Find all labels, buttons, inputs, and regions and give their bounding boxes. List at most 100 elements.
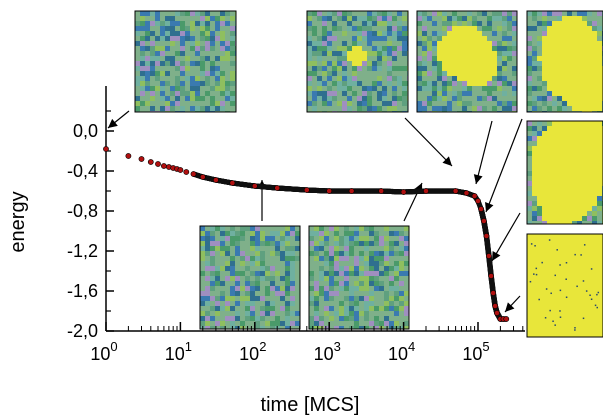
- inset-cell: [170, 41, 175, 46]
- inset-cell: [457, 46, 462, 51]
- inset-cell: [314, 306, 319, 311]
- inset-cell: [592, 314, 597, 319]
- inset-cell: [597, 26, 602, 31]
- inset-cell: [327, 31, 332, 36]
- inset-cell: [587, 91, 592, 96]
- inset-cell: [537, 41, 542, 46]
- inset-cell: [145, 61, 150, 66]
- inset-cell: [547, 26, 552, 31]
- inset-cell: [160, 51, 165, 56]
- inset-cell: [422, 81, 427, 86]
- inset-cell: [155, 11, 160, 16]
- inset-cell: [240, 231, 245, 236]
- inset-cell: [592, 201, 597, 206]
- inset-cell: [587, 186, 592, 191]
- inset-cell: [462, 91, 467, 96]
- inset-cell: [210, 71, 215, 76]
- inset-cell: [552, 196, 557, 201]
- inset-cell: [447, 21, 452, 26]
- inset-cell: [160, 91, 165, 96]
- inset-cell: [432, 56, 437, 61]
- inset-cell: [532, 324, 537, 329]
- inset-cell: [417, 16, 422, 21]
- inset-cell: [582, 36, 587, 41]
- inset-cell: [582, 176, 587, 181]
- inset-cell: [437, 71, 442, 76]
- inset-cell: [322, 66, 327, 71]
- inset-cell: [215, 71, 220, 76]
- inset-cell: [175, 86, 180, 91]
- inset-cell: [384, 316, 389, 321]
- inset-cell: [140, 71, 145, 76]
- inset-cell: [557, 41, 562, 46]
- inset-cell: [389, 231, 394, 236]
- inset-cell: [567, 254, 572, 259]
- inset-cell: [352, 91, 357, 96]
- inset-cell: [317, 41, 322, 46]
- inset-cell: [432, 11, 437, 16]
- inset-cell: [557, 86, 562, 91]
- inset-cell: [145, 86, 150, 91]
- inset-cell: [567, 31, 572, 36]
- inset-cell: [592, 244, 597, 249]
- inset-cell: [190, 61, 195, 66]
- inset-cell: [537, 61, 542, 66]
- inset-cell: [547, 81, 552, 86]
- inset-cell: [562, 161, 567, 166]
- inset-cell: [265, 286, 270, 291]
- inset-cell: [205, 301, 210, 306]
- inset-cell: [547, 66, 552, 71]
- inset-cell: [462, 51, 467, 56]
- inset-cell: [387, 66, 392, 71]
- inset-cell: [587, 26, 592, 31]
- inset-cell: [387, 16, 392, 21]
- inset-cell: [377, 36, 382, 41]
- inset-cell: [364, 326, 369, 329]
- inset-cell: [552, 269, 557, 274]
- inset-cell: [582, 101, 587, 106]
- inset-cell: [547, 334, 552, 337]
- inset-cell: [537, 106, 542, 111]
- inset-cell: [547, 191, 552, 196]
- inset-cell: [344, 286, 349, 291]
- inset-cell: [532, 101, 537, 106]
- inset-cell: [354, 281, 359, 286]
- inset-cell: [572, 269, 577, 274]
- inset-cell: [295, 236, 300, 241]
- data-point: [138, 156, 145, 162]
- inset-cell: [427, 101, 432, 106]
- inset-cell: [339, 316, 344, 321]
- inset-cell: [394, 271, 399, 276]
- inset-cell: [507, 51, 512, 56]
- inset-cell: [270, 321, 275, 326]
- inset-cell: [567, 131, 572, 136]
- inset-cell: [442, 66, 447, 71]
- inset-speck: [590, 298, 593, 301]
- inset-cell: [587, 76, 592, 81]
- inset-cell: [547, 96, 552, 101]
- inset-cell: [155, 61, 160, 66]
- inset-cell: [592, 254, 597, 259]
- inset-cell: [537, 136, 542, 141]
- inset-cell: [190, 86, 195, 91]
- inset-cell: [255, 316, 260, 321]
- inset-cell: [537, 146, 542, 151]
- inset-cell: [255, 246, 260, 251]
- inset-cell: [502, 56, 507, 61]
- inset-cell: [364, 241, 369, 246]
- inset-cell: [200, 56, 205, 61]
- inset-cell: [597, 304, 602, 309]
- inset-cell: [552, 171, 557, 176]
- inset-cell: [597, 191, 602, 196]
- inset-cell: [542, 161, 547, 166]
- inset-cell: [377, 46, 382, 51]
- inset-cell: [497, 41, 502, 46]
- inset-cell: [547, 259, 552, 264]
- inset-cell: [342, 41, 347, 46]
- inset-cell: [577, 249, 582, 254]
- inset-cell: [394, 276, 399, 281]
- inset-cell: [557, 196, 562, 201]
- inset-cell: [562, 329, 567, 334]
- inset-cell: [592, 61, 597, 66]
- inset-cell: [572, 71, 577, 76]
